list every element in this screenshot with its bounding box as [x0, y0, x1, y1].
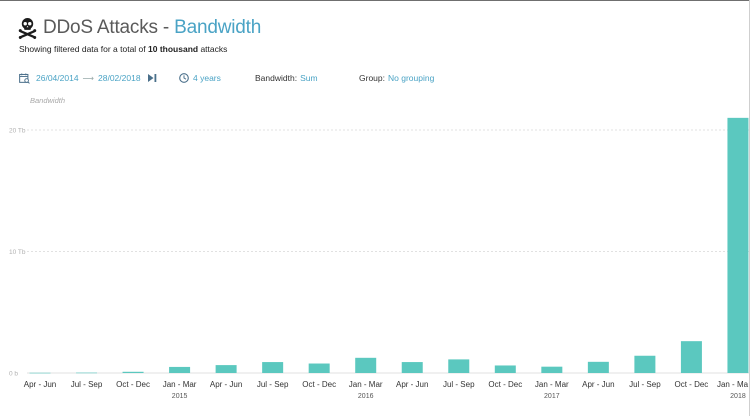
x-tick-label: Apr - Jun: [396, 380, 428, 389]
x-tick-label: Oct - Dec: [675, 380, 709, 389]
bar[interactable]: [401, 362, 423, 373]
duration-value[interactable]: 4 years: [193, 73, 221, 83]
bar[interactable]: [355, 357, 377, 373]
x-tick-label: Jul - Sep: [71, 380, 103, 389]
bar[interactable]: [76, 372, 98, 374]
group-filter[interactable]: Group: No grouping: [359, 71, 434, 85]
x-year-label: 2017: [544, 393, 560, 400]
x-tick-label: Apr - Jun: [24, 380, 56, 389]
bar[interactable]: [494, 365, 516, 373]
x-tick-label: Jul - Sep: [629, 380, 661, 389]
bar[interactable]: [262, 362, 284, 373]
date-range-filter[interactable]: 26/04/2014 ⟶ 28/02/2018: [19, 71, 157, 85]
bandwidth-label: Bandwidth:: [255, 73, 298, 83]
top-border: [0, 0, 750, 1]
skull-crossbones-icon: [18, 18, 37, 39]
title-separator: -: [162, 17, 170, 38]
x-tick-label: Oct - Dec: [116, 380, 150, 389]
bar[interactable]: [587, 361, 609, 373]
bar-series: [29, 117, 749, 374]
x-axis-years: 2015 2016 2017 2018: [172, 393, 746, 400]
bar[interactable]: [169, 366, 191, 373]
summary-suffix: attacks: [200, 44, 228, 54]
x-tick-label: Jul - Sep: [443, 380, 475, 389]
group-label: Group:: [359, 73, 385, 83]
skip-to-end-icon[interactable]: [147, 74, 157, 82]
bar[interactable]: [727, 117, 749, 373]
x-tick-label: Jul - Sep: [257, 380, 289, 389]
bandwidth-value[interactable]: Sum: [300, 73, 318, 83]
filter-summary: Showing filtered data for a total of 10 …: [19, 44, 227, 54]
x-tick-label: Jan - Ma: [717, 380, 749, 389]
bandwidth-filter[interactable]: Bandwidth: Sum: [255, 71, 318, 85]
clock-icon[interactable]: [179, 73, 189, 83]
x-tick-label: Jan - Mar: [163, 380, 197, 389]
bar[interactable]: [680, 341, 702, 373]
x-year-label: 2018: [730, 393, 746, 400]
date-end[interactable]: 28/02/2018: [98, 73, 141, 83]
x-tick-label: Oct - Dec: [488, 380, 522, 389]
grid-lines: [27, 129, 750, 374]
y-axis-ticks: 0 b 10 Tb 20 Tb: [9, 128, 26, 378]
duration-filter[interactable]: 4 years: [179, 71, 221, 85]
date-start[interactable]: 26/04/2014: [36, 73, 79, 83]
calendar-search-icon[interactable]: [19, 72, 30, 84]
x-tick-label: Jan - Mar: [349, 380, 383, 389]
title-main: DDoS Attacks: [43, 17, 158, 38]
y-tick-label: 0 b: [9, 371, 18, 378]
summary-count: 10 thousand: [148, 44, 199, 54]
x-tick-label: Jan - Mar: [535, 380, 569, 389]
bar[interactable]: [308, 363, 330, 373]
y-tick-label: 20 Tb: [9, 128, 26, 135]
bar[interactable]: [541, 366, 563, 373]
summary-prefix: Showing filtered data for a total of: [19, 44, 146, 54]
page-title: DDoS Attacks - Bandwidth: [43, 17, 261, 39]
x-tick-label: Oct - Dec: [302, 380, 336, 389]
bar[interactable]: [122, 371, 144, 373]
x-tick-label: Apr - Jun: [582, 380, 614, 389]
x-tick-label: Apr - Jun: [210, 380, 242, 389]
bar[interactable]: [29, 372, 51, 374]
page-header: DDoS Attacks - Bandwidth: [18, 17, 261, 39]
y-axis-label: Bandwidth: [30, 96, 65, 105]
x-axis-ticks: Apr - Jun Jul - Sep Oct - Dec Jan - Mar Apr …: [24, 380, 749, 389]
y-tick-label: 10 Tb: [9, 249, 26, 256]
bar[interactable]: [215, 365, 237, 373]
x-year-label: 2015: [172, 393, 188, 400]
title-accent: Bandwidth: [174, 17, 262, 38]
group-value[interactable]: No grouping: [388, 73, 435, 83]
arrow-right-icon: ⟶: [82, 73, 95, 83]
bar[interactable]: [448, 359, 470, 373]
bar[interactable]: [634, 355, 656, 373]
x-year-label: 2016: [358, 393, 374, 400]
